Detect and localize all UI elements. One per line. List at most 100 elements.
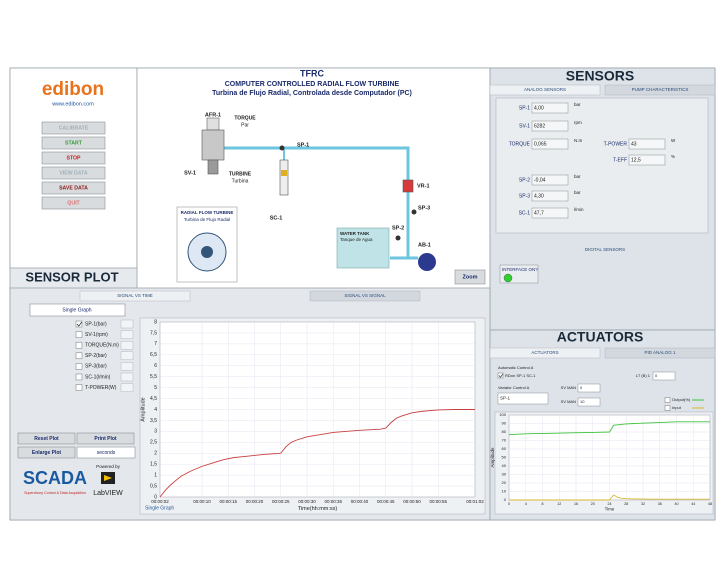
check-mark[interactable] [76,321,83,327]
zoom-button[interactable] [454,269,486,285]
x-tick-label: 48 [708,502,712,506]
variator-box[interactable] [497,392,549,405]
plot-button[interactable] [17,432,76,445]
flowmeter [279,159,289,196]
sensor-name: T-POWER [604,141,628,147]
sensor-name: SP-1 [519,105,530,111]
button-label[interactable]: STOP [66,155,81,161]
channel-label[interactable]: SV-1(rpm) [85,332,108,338]
tab[interactable] [604,84,716,96]
button[interactable] [41,121,106,135]
sensor-unit: W [671,138,676,143]
button-label[interactable]: SAVE DATA [59,185,88,191]
graph-mode-dropdown[interactable] [29,303,126,317]
tab[interactable] [489,84,601,96]
x-tick-label: 00:00:45 [377,499,395,504]
y-tick-label: 5,5 [150,374,157,380]
label: WATER TANK [340,231,370,236]
channel-label[interactable]: SC-1(l/min) [85,374,111,380]
manual-value[interactable]: 0 [580,385,583,390]
labview-arrow [104,475,112,481]
button-label[interactable]: VIEW DATA [59,170,88,176]
readout-box [531,190,569,202]
time-unit-dropdown[interactable] [76,446,136,459]
label: SP-2 [392,225,404,231]
channel-swatch [120,319,134,329]
variator-control: Variator Control A [498,385,530,390]
tab-label[interactable]: SIGNAL VS SIGNAL [344,293,386,298]
button-label[interactable]: START [65,140,83,146]
diagram-subtitle: COMPUTER CONTROLLED RADIAL FLOW TURBINE [225,81,400,88]
channel-label[interactable]: T-POWER(W) [85,385,117,391]
plot-title: SENSOR PLOT [25,269,118,284]
x-tick-label: 00:01:02 [466,499,484,504]
turbine-body [201,129,225,161]
button[interactable] [41,151,106,165]
plot-button[interactable] [76,432,135,445]
sensor-name: T-EFF [613,157,627,163]
tab-label[interactable]: PID ANALOG 1 [644,350,676,355]
button[interactable] [41,181,106,195]
channel-label[interactable]: SP-2(bar) [85,353,107,359]
y-tick-label: 7 [154,341,157,347]
tab[interactable] [604,347,716,359]
tab[interactable] [309,290,421,302]
legend-check[interactable] [664,397,671,403]
diagram-subtitle-es: Turbina de Flujo Radial, Controlada desd… [212,90,412,97]
y-tick-label: 1,5 [150,462,157,468]
tab-label[interactable]: PUMP CHARACTERISTICS [632,87,689,92]
checkbox[interactable] [75,363,83,370]
x-tick-label: 16 [574,502,578,506]
variator-value[interactable]: SP-1 [500,396,511,401]
channel-label[interactable]: SP-3(bar) [85,364,107,370]
button[interactable] [41,136,106,150]
manual-label: SV MAN [561,385,576,390]
button-label[interactable]: QUIT [67,200,80,206]
channel-label[interactable]: TORQUE(N.m) [85,343,119,349]
checkbox[interactable] [75,320,83,328]
zoom-label[interactable]: Zoom [463,274,478,280]
plot-button-label[interactable]: Reset Plot [34,436,59,442]
button-label[interactable]: CALIBRATE [59,125,89,131]
checkbox[interactable] [75,373,83,381]
tab-label[interactable]: ACTUATORS [531,350,558,355]
website: www.edibon.com [51,101,94,107]
sensor-value: 47,7 [534,210,544,216]
check-mark[interactable] [498,373,504,378]
label: AB-1 [418,242,431,248]
button[interactable] [41,166,106,180]
time-unit[interactable]: seconds [97,450,116,456]
x-tick-label: 00:00:40 [351,499,369,504]
turbine-base [207,159,219,175]
manual-box[interactable] [577,383,601,393]
manual-box[interactable] [577,397,601,407]
checkbox-label[interactable]: RDon SP-1 SC-1 [505,373,536,378]
powered-by: Powered by [96,464,121,469]
checkbox[interactable] [75,331,83,338]
analog-box [495,97,709,234]
tab[interactable] [79,290,191,302]
tab-label[interactable]: ANALOG SENSORS [524,87,566,92]
tab-label[interactable]: SIGNAL VS TIME [117,293,153,298]
checkbox[interactable] [75,384,83,391]
valve [402,179,414,193]
legend-check[interactable] [664,405,671,411]
checkbox[interactable] [497,372,504,379]
digital-name: INTERFACE ON? [502,267,538,272]
plot-button-label[interactable]: Enlarge Plot [32,450,62,456]
tab[interactable] [489,347,601,359]
sensor-unit: N.m [574,138,583,143]
x-tick-label: 00:00:50 [403,499,421,504]
pid-box[interactable] [652,371,676,381]
manual-value[interactable]: 10 [580,399,585,404]
channel-swatch [120,383,134,392]
x-tick-label: 28 [624,502,628,506]
checkbox[interactable] [75,352,83,360]
checkbox[interactable] [75,341,83,349]
button[interactable] [41,196,106,210]
pid-value[interactable]: 0 [655,373,658,378]
plot-button[interactable] [17,446,76,459]
graph-mode[interactable]: Single Graph [62,307,91,313]
channel-label[interactable]: SP-1(bar) [85,321,107,327]
plot-button-label[interactable]: Print Plot [94,436,117,442]
